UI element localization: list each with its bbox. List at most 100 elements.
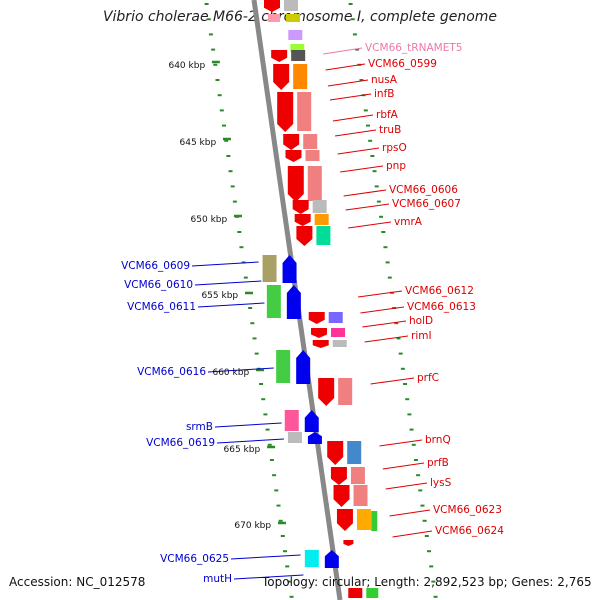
map-footer: Accession: NC_012578 Topology: circular;… <box>0 575 600 593</box>
cog-block <box>286 14 301 22</box>
topology-text: Topology: circular; Length: 2,892,523 bp… <box>262 575 592 589</box>
cog-block <box>332 340 347 347</box>
reverse-gene-arrow <box>282 255 297 283</box>
label-leader <box>327 79 369 87</box>
label-leader <box>233 574 304 580</box>
gene-label: holD <box>409 315 433 327</box>
tick-marks <box>204 3 438 598</box>
forward-gene-arrow <box>283 134 300 150</box>
cog-block <box>266 285 281 318</box>
label-leader <box>214 422 282 428</box>
label-leader <box>194 280 262 286</box>
gene-label: srmB <box>186 421 213 433</box>
forward-gene-arrow <box>264 0 280 12</box>
forward-gene-arrow <box>308 312 325 324</box>
label-leader <box>379 439 423 447</box>
cog-block <box>312 200 327 213</box>
gene-block <box>348 588 363 598</box>
gene-label: VCM66_0625 <box>160 553 229 565</box>
label-leader <box>230 554 301 560</box>
gene-features <box>262 0 379 598</box>
cog-block <box>307 166 322 201</box>
gene-label: VCM66_0616 <box>137 366 206 378</box>
forward-gene-arrow <box>343 540 354 546</box>
gene-label: rimI <box>411 330 432 342</box>
scale-label: 655 kbp <box>201 291 238 301</box>
cog-block <box>371 511 378 531</box>
forward-gene-arrow <box>312 340 329 348</box>
gene-label: nusA <box>371 74 398 86</box>
cog-block <box>366 588 379 598</box>
label-leader <box>323 47 363 55</box>
cog-block <box>331 328 346 337</box>
reverse-gene-arrow <box>286 285 301 319</box>
forward-gene-arrow <box>336 509 353 531</box>
gene-label: VCM66_0607 <box>392 198 461 210</box>
cog-block <box>290 44 305 52</box>
reverse-gene-arrow <box>304 410 319 432</box>
scale-label: 660 kbp <box>212 368 249 378</box>
gene-label: pnp <box>386 160 406 172</box>
gene-label: lysS <box>430 477 452 489</box>
label-leader <box>360 306 405 314</box>
cog-block <box>347 441 362 464</box>
gene-label: brnQ <box>425 434 451 446</box>
label-leader <box>370 377 415 385</box>
forward-gene-arrow <box>330 467 347 485</box>
cog-block <box>350 467 365 484</box>
label-leader <box>332 114 374 122</box>
gene-label: infB <box>374 88 394 100</box>
cog-block <box>284 0 298 11</box>
cog-block <box>293 64 308 89</box>
forward-gene-arrow <box>287 166 304 202</box>
cog-block <box>314 214 329 225</box>
forward-gene-arrow <box>333 485 350 507</box>
label-leader <box>389 509 431 517</box>
label-leader <box>329 93 372 101</box>
label-leader <box>362 320 407 328</box>
gene-label: rpsO <box>382 142 407 154</box>
forward-gene-arrow <box>271 50 288 62</box>
gene-label: VCM66_0623 <box>433 504 502 516</box>
cog-block <box>316 226 331 245</box>
label-leader <box>191 261 259 267</box>
label-leader <box>207 367 274 373</box>
cog-block <box>291 50 306 61</box>
gene-label: VCM66_0599 <box>368 58 437 70</box>
forward-gene-arrow <box>318 378 335 406</box>
accession-text: Accession: NC_012578 <box>9 575 146 589</box>
gene-label: VCM66_0624 <box>435 525 504 537</box>
cog-block <box>328 312 343 323</box>
gene-label: VCM66_0609 <box>121 260 190 272</box>
label-leaders <box>191 47 433 580</box>
cog-block <box>353 485 368 506</box>
gene-label: VCM66_0610 <box>124 279 193 291</box>
label-leader <box>343 189 387 197</box>
label-leader <box>385 482 428 490</box>
label-leader <box>392 530 433 538</box>
cog-block <box>262 255 277 282</box>
forward-gene-arrow <box>294 214 311 226</box>
forward-gene-arrow <box>296 226 313 246</box>
scale-labels: 640 kbp 645 kbp 650 kbp 655 kbp 660 kbp 665 k… <box>168 61 271 531</box>
scale-label: 650 kbp <box>191 215 228 225</box>
gene-label: VCM66_0619 <box>146 437 215 449</box>
left-labels: VCM66_0609 VCM66_0610 VCM66_0611 VCM66_0616… <box>121 260 232 585</box>
cog-block <box>287 432 302 443</box>
gene-label: VCM66_0612 <box>405 285 474 297</box>
right-labels: VCM66_tRNAMET5 VCM66_0599 nusA infB rbfA truB… <box>365 42 504 537</box>
gene-label: mutH <box>203 573 232 585</box>
label-leader <box>358 290 403 298</box>
gene-label: VCM66_0611 <box>127 301 196 313</box>
cog-block <box>303 134 318 149</box>
reverse-gene-arrow <box>307 432 322 444</box>
cog-block <box>276 350 291 383</box>
scale-label: 645 kbp <box>180 138 217 148</box>
cog-block <box>304 550 319 567</box>
cog-block <box>297 92 312 131</box>
label-leader <box>337 147 380 155</box>
reverse-gene-arrow <box>324 550 339 568</box>
scale-label: 665 kbp <box>224 445 261 455</box>
cog-block <box>305 150 320 161</box>
